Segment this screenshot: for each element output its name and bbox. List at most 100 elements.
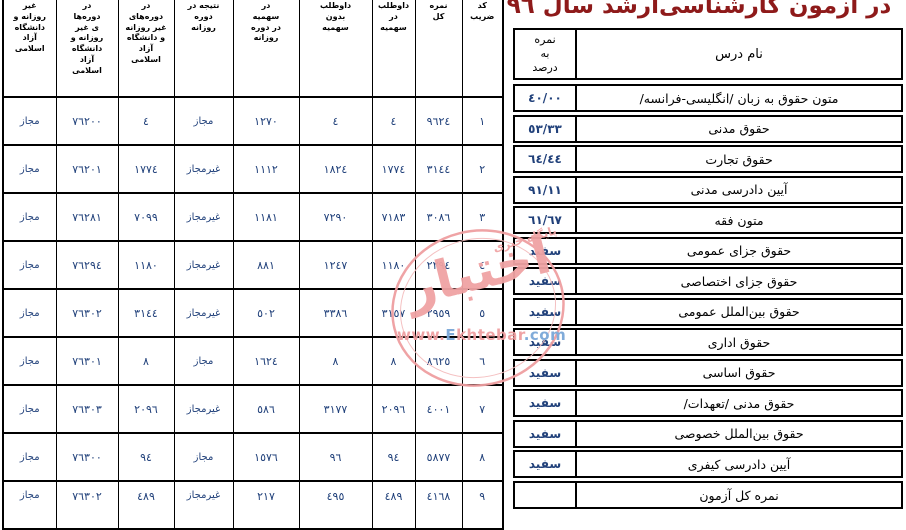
coef-code: ٤: [461, 240, 504, 290]
rank-quota-daytime: ٥٨٦: [232, 384, 300, 434]
course-percent: ٩١/١١: [528, 182, 562, 197]
course-name: حقوق مدنی /تعهدات/: [575, 391, 901, 415]
nondaytime-result: مجاز: [2, 144, 57, 194]
nondaytime-code: ٧٦٣٠٠: [55, 432, 119, 482]
score-row: حقوق بین‌الملل خصوصی سفید: [513, 419, 903, 448]
rank-row: ٩ ٤١٦٨ ٤٨٩ ٤٩٥ ٢١٧ غیرمجاز ٤٨٩ ٧٦٣٠٢ مجا…: [2, 480, 504, 530]
daytime-result-header: نتیجه در دوره روزانه: [173, 0, 234, 98]
rank-no-quota: ٤٩٥: [298, 480, 373, 530]
course-name: نمره کل آزمون: [575, 483, 901, 507]
rank-quota-daytime: ٥٠٢: [232, 288, 300, 338]
score-row-clipped: نمره کل آزمون: [513, 481, 903, 509]
course-percent: ٦١/٦٧: [528, 213, 562, 227]
course-percent: سفید: [528, 243, 562, 258]
nondaytime-code-header: در دوره‌ها ی غیر روزانه و دانشگاه آزاد ا…: [55, 0, 119, 98]
rank-nondaytime-header: در دوره‌های غیر روزانه و دانشگاه آزاد اس…: [117, 0, 175, 98]
nondaytime-code: ٧٦٣٠١: [55, 336, 119, 386]
coef-code: ٨: [461, 432, 504, 482]
rank-row: ٥ ٢٩٥٩ ٣١٥٧ ٣٣٨٦ ٥٠٢ غیرمجاز ٣١٤٤ ٧٦٣٠٢ …: [2, 288, 504, 338]
score-row: حقوق تجارت ٦٤/٤٤: [513, 145, 903, 173]
daytime-result: مجاز: [173, 96, 234, 146]
nondaytime-result-header: غیر روزانه و دانشگاه آزاد اسلامی: [2, 0, 57, 98]
total-score: ٢٢٩٤: [414, 240, 463, 290]
total-score: ٨٦٢٥: [414, 336, 463, 386]
rank-in-quota: ٨: [371, 336, 416, 386]
course-name: متون فقه: [575, 208, 901, 232]
rank-no-quota: ٤: [298, 96, 373, 146]
course-percent: سفید: [528, 457, 562, 471]
rank-no-quota: ٧٢٩٠: [298, 192, 373, 242]
nondaytime-code: ٧٦٢٠٠: [55, 96, 119, 146]
rank-no-quota: ١٨٢٤: [298, 144, 373, 194]
coef-code: ١: [461, 96, 504, 146]
total-score-header: نمره کل: [414, 0, 463, 98]
rank-row: ١ ٩٦٢٤ ٤ ٤ ١٢٧٠ مجاز ٤ ٧٦٢٠٠ مجاز: [2, 96, 504, 146]
nondaytime-result: مجاز: [2, 384, 57, 434]
nondaytime-result: مجاز: [2, 192, 57, 242]
coef-code: ٦: [461, 336, 504, 386]
rank-in-quota-header: داوطلب در سهمیه: [371, 0, 416, 98]
coef-code: ٥: [461, 288, 504, 338]
nondaytime-code: ٧٦٣٠٢: [55, 480, 119, 530]
scores-table: نام درس نمره به درصد متون حقوق به زبان /…: [513, 28, 903, 512]
scores-table-rows: متون حقوق به زبان /انگلیسی-فرانسه/ ٤٠/٠٠…: [513, 84, 903, 478]
daytime-result: غیرمجاز: [173, 288, 234, 338]
ranks-table-header: کد ضریب نمره کل داوطلب در سهمیه داوطلب ب…: [2, 0, 504, 98]
course-name: آیین دادرسی مدنی: [575, 177, 901, 202]
score-row: حقوق جزای اختصاصی سفید: [513, 267, 903, 295]
course-name: حقوق بین‌الملل عمومی: [575, 299, 901, 324]
rank-row: ٢ ٣١٤٤ ١٧٧٤ ١٨٢٤ ١١١٢ غیرمجاز ١٧٧٤ ٧٦٢٠١…: [2, 144, 504, 194]
rank-nondaytime: ٨: [117, 336, 175, 386]
percent-header: نمره به درصد: [532, 33, 558, 74]
course-percent: ٤٠/٠٠: [528, 91, 562, 105]
total-score: ٤١٦٨: [414, 480, 463, 530]
coef-code: ٩: [461, 480, 504, 530]
total-score: ٣١٤٤: [414, 144, 463, 194]
daytime-result: غیرمجاز: [173, 480, 234, 530]
rank-no-quota: ٩٦: [298, 432, 373, 482]
course-name-header: نام درس: [575, 30, 901, 78]
score-row: آیین دادرسی کیفری سفید: [513, 450, 903, 478]
course-percent: سفید: [528, 365, 562, 380]
rank-quota-daytime-header: در سهمیه در دوره روزانه: [232, 0, 300, 98]
rank-row: ٧ ٤٠٠١ ٢٠٩٦ ٣١٧٧ ٥٨٦ غیرمجاز ٢٠٩٦ ٧٦٣٠٣ …: [2, 384, 504, 434]
score-row: حقوق اداری سفید: [513, 328, 903, 356]
course-percent: سفید: [528, 335, 562, 349]
nondaytime-code: ٧٦٣٠٢: [55, 288, 119, 338]
rank-row: ٨ ٥٨٧٧ ٩٤ ٩٦ ١٥٧٦ مجاز ٩٤ ٧٦٣٠٠ مجاز: [2, 432, 504, 482]
page-title: در آزمون کارشناسی‌ارشد سال ٩٦: [506, 0, 892, 19]
score-row: متون حقوق به زبان /انگلیسی-فرانسه/ ٤٠/٠٠: [513, 84, 903, 112]
rank-row: ٤ ٢٢٩٤ ١١٨٠ ١٢٤٧ ٨٨١ غیرمجاز ١١٨٠ ٧٦٢٩٤ …: [2, 240, 504, 290]
course-percent: سفید: [528, 274, 562, 288]
nondaytime-code: ٧٦٢٠١: [55, 144, 119, 194]
nondaytime-code: ٧٦٢٩٤: [55, 240, 119, 290]
daytime-result: مجاز: [173, 336, 234, 386]
score-row: حقوق اساسی سفید: [513, 358, 903, 387]
coef-code-header: کد ضریب: [461, 0, 504, 98]
course-name: حقوق جزای عمومی: [575, 238, 901, 263]
course-name: حقوق مدنی: [575, 116, 901, 141]
rank-no-quota-header: داوطلب بدون سهمیه: [298, 0, 373, 98]
rank-nondaytime: ٤: [117, 96, 175, 146]
rank-quota-daytime: ١١٨١: [232, 192, 300, 242]
rank-in-quota: ١٧٧٤: [371, 144, 416, 194]
score-row: متون فقه ٦١/٦٧: [513, 206, 903, 234]
daytime-result: مجاز: [173, 432, 234, 482]
course-percent: سفید: [528, 426, 562, 441]
course-name: آیین دادرسی کیفری: [575, 452, 901, 476]
nondaytime-result: مجاز: [2, 480, 57, 530]
course-percent: سفید: [528, 396, 562, 410]
rank-quota-daytime: ١٥٧٦: [232, 432, 300, 482]
daytime-result: غیرمجاز: [173, 240, 234, 290]
rank-nondaytime: ٩٤: [117, 432, 175, 482]
rank-quota-daytime: ٨٨١: [232, 240, 300, 290]
rank-quota-daytime: ٢١٧: [232, 480, 300, 530]
rank-no-quota: ٨: [298, 336, 373, 386]
rank-quota-daytime: ١٢٧٠: [232, 96, 300, 146]
ranks-table-body: ١ ٩٦٢٤ ٤ ٤ ١٢٧٠ مجاز ٤ ٧٦٢٠٠ مجاز ٢ ٣١٤٤…: [2, 96, 504, 530]
nondaytime-result: مجاز: [2, 96, 57, 146]
score-row: حقوق مدنی /تعهدات/ سفید: [513, 389, 903, 417]
course-name: حقوق جزای اختصاصی: [575, 269, 901, 293]
course-percent: [515, 483, 575, 507]
course-name: متون حقوق به زبان /انگلیسی-فرانسه/: [575, 86, 901, 110]
